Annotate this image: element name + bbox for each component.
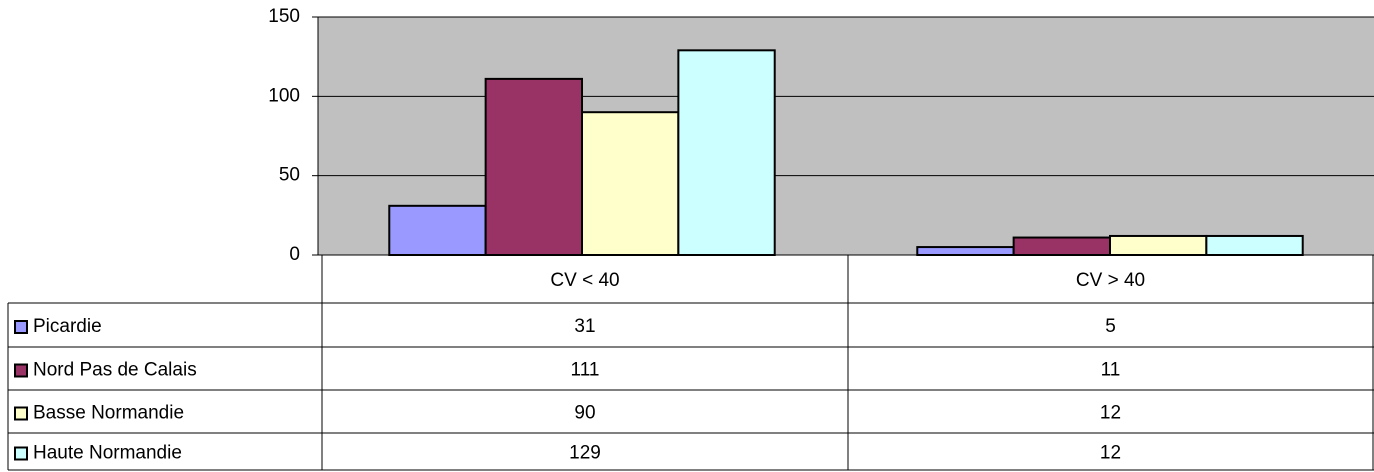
table-value: 111: [571, 360, 600, 381]
legend-key: [14, 406, 28, 421]
bar: [677, 49, 776, 256]
table-value: 11: [1101, 360, 1121, 381]
bar: [581, 111, 680, 256]
legend-label: Basse Normandie: [33, 403, 184, 424]
table-value: 5: [1105, 316, 1116, 337]
bar: [916, 246, 1015, 256]
bar: [388, 204, 487, 257]
bar: [1205, 234, 1304, 257]
y-tick-label: 100: [268, 85, 300, 106]
legend-label: Haute Normandie: [33, 443, 182, 464]
legend-label: Picardie: [33, 316, 102, 337]
table-value: 12: [1100, 443, 1121, 464]
bar: [1012, 236, 1112, 256]
y-tick-label: 50: [279, 165, 300, 186]
bar: [1109, 234, 1208, 257]
legend-key: [14, 446, 28, 461]
legend-label: Nord Pas de Calais: [33, 360, 197, 381]
x-tick-label: CV > 40: [1076, 270, 1145, 291]
table-value: 90: [574, 403, 595, 424]
table-value: 31: [574, 316, 595, 337]
y-tick-label: 150: [268, 6, 300, 27]
legend-key: [14, 363, 28, 378]
table-value: 12: [1100, 403, 1121, 424]
x-tick-label: CV < 40: [550, 270, 619, 291]
table-value: 129: [569, 443, 601, 464]
y-tick-label: 0: [289, 244, 300, 265]
bar: [484, 77, 584, 256]
legend-key: [14, 320, 28, 334]
